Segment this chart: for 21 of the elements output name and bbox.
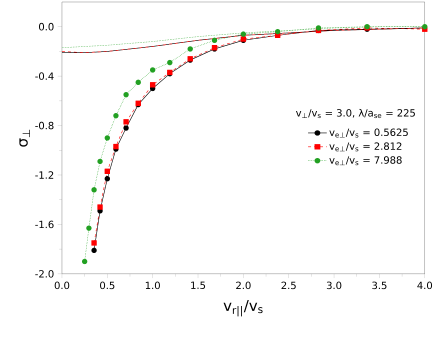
x-tick-label: 0.0 xyxy=(54,282,70,290)
y-tick-label: -1.2 xyxy=(35,171,54,179)
legend-label: v$_{e⊥}$/v$_{s}$ = 2.812 xyxy=(329,142,402,152)
y-tick-label: -1.6 xyxy=(35,220,54,228)
x-tick-label: 2.0 xyxy=(236,282,251,290)
x-tick-label: 3.5 xyxy=(372,282,386,290)
legend-label: v$_{e⊥}$/v$_{s}$ = 7.988 xyxy=(329,156,402,166)
x-tick-label: 1.0 xyxy=(146,282,160,290)
y-axis-title: σ$_{⊥}$ xyxy=(19,130,30,147)
y-tick-label: -0.4 xyxy=(35,72,54,80)
x-axis-title: v$_{r||}$/v$_{s}$ xyxy=(224,300,263,316)
annotation: v$_{⊥}$/v$_{s}$ = 3.0, λ/a$_{se}$ = 225 xyxy=(296,109,415,118)
legend-label: v$_{e⊥}$/v$_{s}$ = 0.5625 xyxy=(329,128,408,138)
x-tick-label: 1.5 xyxy=(191,282,206,290)
x-tick-label: 0.5 xyxy=(100,282,114,290)
y-tick-label: 0.0 xyxy=(39,23,54,31)
y-tick-label: -2.0 xyxy=(35,270,54,278)
x-tick-label: 3.0 xyxy=(326,282,342,290)
x-tick-label: 4.0 xyxy=(417,282,432,290)
y-tick-label: -0.8 xyxy=(35,122,54,130)
x-tick-label: 2.5 xyxy=(282,282,296,290)
